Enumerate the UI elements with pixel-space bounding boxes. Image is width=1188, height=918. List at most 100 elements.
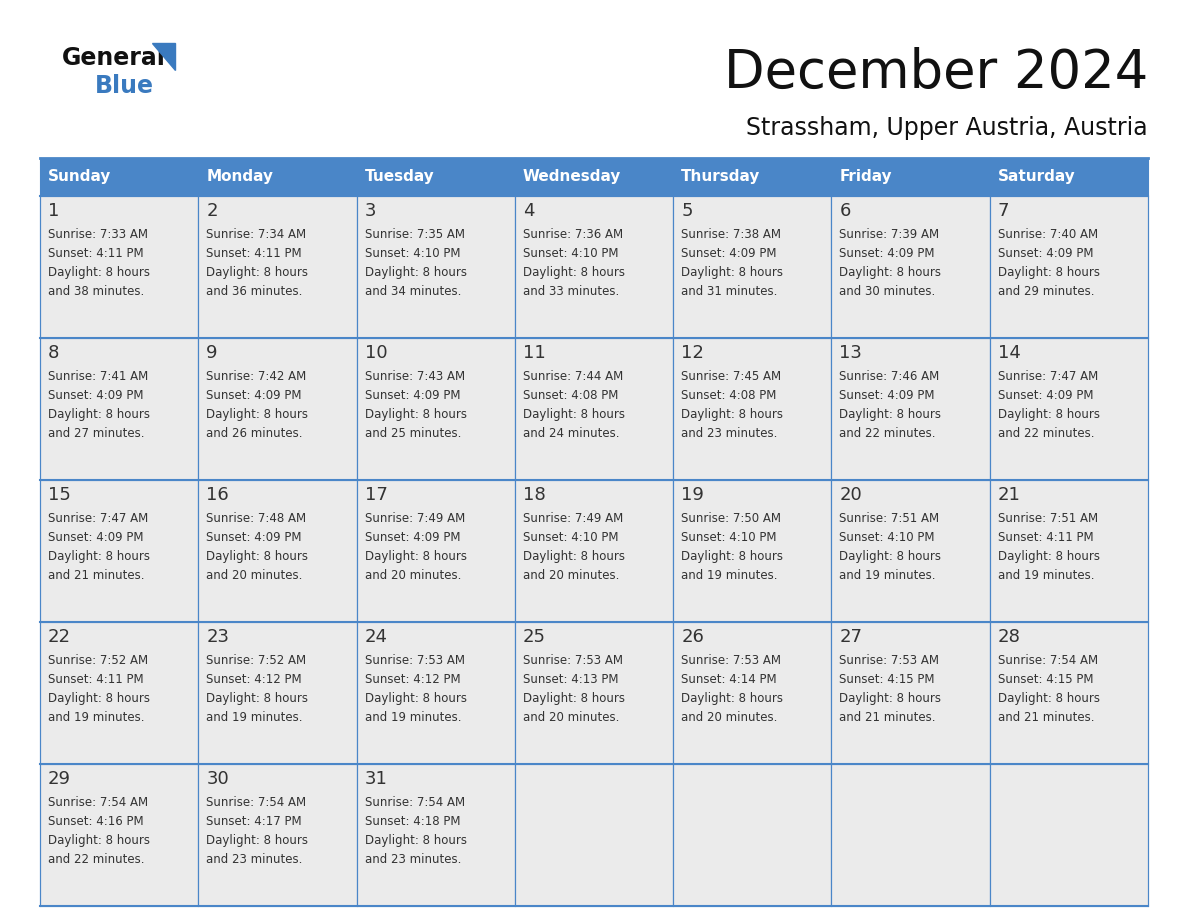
Text: General: General — [62, 46, 166, 70]
Text: and 20 minutes.: and 20 minutes. — [523, 569, 619, 582]
Bar — [198, 480, 356, 622]
Text: Sunrise: 7:45 AM: Sunrise: 7:45 AM — [681, 370, 782, 383]
Text: 5: 5 — [681, 202, 693, 220]
Text: 10: 10 — [365, 344, 387, 362]
Text: and 36 minutes.: and 36 minutes. — [207, 285, 303, 298]
Text: Sunrise: 7:41 AM: Sunrise: 7:41 AM — [48, 370, 148, 383]
Text: Sunrise: 7:52 AM: Sunrise: 7:52 AM — [48, 654, 148, 667]
Text: Sunset: 4:09 PM: Sunset: 4:09 PM — [365, 531, 460, 544]
Text: Blue: Blue — [95, 74, 154, 98]
Bar — [40, 196, 198, 338]
Bar — [40, 158, 198, 196]
Text: Sunrise: 7:54 AM: Sunrise: 7:54 AM — [207, 796, 307, 809]
Text: and 23 minutes.: and 23 minutes. — [365, 853, 461, 866]
Text: Daylight: 8 hours: Daylight: 8 hours — [365, 550, 467, 563]
Text: Sunrise: 7:51 AM: Sunrise: 7:51 AM — [840, 512, 940, 525]
Text: Sunset: 4:17 PM: Sunset: 4:17 PM — [207, 815, 302, 828]
Text: Daylight: 8 hours: Daylight: 8 hours — [523, 408, 625, 421]
Text: Sunrise: 7:47 AM: Sunrise: 7:47 AM — [48, 512, 148, 525]
Text: 27: 27 — [840, 628, 862, 646]
Text: 16: 16 — [207, 486, 229, 504]
Text: Sunrise: 7:44 AM: Sunrise: 7:44 AM — [523, 370, 624, 383]
Text: and 21 minutes.: and 21 minutes. — [840, 711, 936, 724]
Text: Daylight: 8 hours: Daylight: 8 hours — [365, 266, 467, 279]
Text: Wednesday: Wednesday — [523, 170, 621, 185]
Text: Sunset: 4:18 PM: Sunset: 4:18 PM — [365, 815, 460, 828]
Text: Sunset: 4:11 PM: Sunset: 4:11 PM — [48, 673, 144, 686]
Bar — [990, 764, 1148, 906]
Text: and 22 minutes.: and 22 minutes. — [48, 853, 145, 866]
Bar — [832, 338, 990, 480]
Bar — [674, 480, 832, 622]
Text: Daylight: 8 hours: Daylight: 8 hours — [523, 266, 625, 279]
Bar — [990, 338, 1148, 480]
Bar — [674, 622, 832, 764]
Bar — [198, 158, 356, 196]
Text: Sunset: 4:09 PM: Sunset: 4:09 PM — [681, 247, 777, 260]
Text: and 19 minutes.: and 19 minutes. — [207, 711, 303, 724]
Text: Daylight: 8 hours: Daylight: 8 hours — [523, 550, 625, 563]
Text: and 27 minutes.: and 27 minutes. — [48, 427, 145, 440]
Text: and 31 minutes.: and 31 minutes. — [681, 285, 777, 298]
Bar — [674, 338, 832, 480]
Text: 4: 4 — [523, 202, 535, 220]
Text: 23: 23 — [207, 628, 229, 646]
Text: Daylight: 8 hours: Daylight: 8 hours — [207, 408, 308, 421]
Text: Daylight: 8 hours: Daylight: 8 hours — [998, 550, 1100, 563]
Text: 31: 31 — [365, 770, 387, 788]
Text: and 23 minutes.: and 23 minutes. — [207, 853, 303, 866]
Text: and 20 minutes.: and 20 minutes. — [523, 711, 619, 724]
Text: 14: 14 — [998, 344, 1020, 362]
Text: December 2024: December 2024 — [723, 47, 1148, 99]
Text: 13: 13 — [840, 344, 862, 362]
Text: 15: 15 — [48, 486, 71, 504]
Text: and 22 minutes.: and 22 minutes. — [998, 427, 1094, 440]
Text: Sunset: 4:15 PM: Sunset: 4:15 PM — [840, 673, 935, 686]
Text: Sunset: 4:14 PM: Sunset: 4:14 PM — [681, 673, 777, 686]
Text: and 19 minutes.: and 19 minutes. — [840, 569, 936, 582]
Text: Sunrise: 7:34 AM: Sunrise: 7:34 AM — [207, 228, 307, 241]
Text: Sunset: 4:09 PM: Sunset: 4:09 PM — [365, 389, 460, 402]
Text: Sunrise: 7:51 AM: Sunrise: 7:51 AM — [998, 512, 1098, 525]
Text: Daylight: 8 hours: Daylight: 8 hours — [681, 408, 783, 421]
Bar — [514, 196, 674, 338]
Text: Sunrise: 7:53 AM: Sunrise: 7:53 AM — [840, 654, 940, 667]
Text: 19: 19 — [681, 486, 704, 504]
Text: Sunrise: 7:50 AM: Sunrise: 7:50 AM — [681, 512, 782, 525]
Bar — [356, 480, 514, 622]
Text: Daylight: 8 hours: Daylight: 8 hours — [48, 692, 150, 705]
Bar — [514, 480, 674, 622]
Bar — [674, 196, 832, 338]
Text: and 34 minutes.: and 34 minutes. — [365, 285, 461, 298]
Text: Sunset: 4:08 PM: Sunset: 4:08 PM — [523, 389, 618, 402]
Text: and 30 minutes.: and 30 minutes. — [840, 285, 936, 298]
Text: 6: 6 — [840, 202, 851, 220]
Text: Sunrise: 7:48 AM: Sunrise: 7:48 AM — [207, 512, 307, 525]
Text: and 33 minutes.: and 33 minutes. — [523, 285, 619, 298]
Text: Daylight: 8 hours: Daylight: 8 hours — [998, 408, 1100, 421]
Text: and 19 minutes.: and 19 minutes. — [48, 711, 145, 724]
Bar — [356, 338, 514, 480]
Text: and 19 minutes.: and 19 minutes. — [365, 711, 461, 724]
Text: Sunset: 4:09 PM: Sunset: 4:09 PM — [840, 389, 935, 402]
Text: Sunset: 4:12 PM: Sunset: 4:12 PM — [365, 673, 460, 686]
Text: Sunrise: 7:35 AM: Sunrise: 7:35 AM — [365, 228, 465, 241]
Text: and 25 minutes.: and 25 minutes. — [365, 427, 461, 440]
Text: Daylight: 8 hours: Daylight: 8 hours — [207, 692, 308, 705]
Bar — [832, 764, 990, 906]
Text: Thursday: Thursday — [681, 170, 760, 185]
Text: Sunset: 4:09 PM: Sunset: 4:09 PM — [48, 531, 144, 544]
Text: 12: 12 — [681, 344, 704, 362]
Bar — [514, 764, 674, 906]
Text: Daylight: 8 hours: Daylight: 8 hours — [681, 266, 783, 279]
Text: Sunrise: 7:54 AM: Sunrise: 7:54 AM — [998, 654, 1098, 667]
Bar — [990, 480, 1148, 622]
Text: 2: 2 — [207, 202, 217, 220]
Text: 28: 28 — [998, 628, 1020, 646]
Text: Daylight: 8 hours: Daylight: 8 hours — [840, 692, 941, 705]
Bar — [832, 480, 990, 622]
Bar — [514, 158, 674, 196]
Text: and 20 minutes.: and 20 minutes. — [365, 569, 461, 582]
Text: Sunset: 4:12 PM: Sunset: 4:12 PM — [207, 673, 302, 686]
Text: Daylight: 8 hours: Daylight: 8 hours — [207, 266, 308, 279]
